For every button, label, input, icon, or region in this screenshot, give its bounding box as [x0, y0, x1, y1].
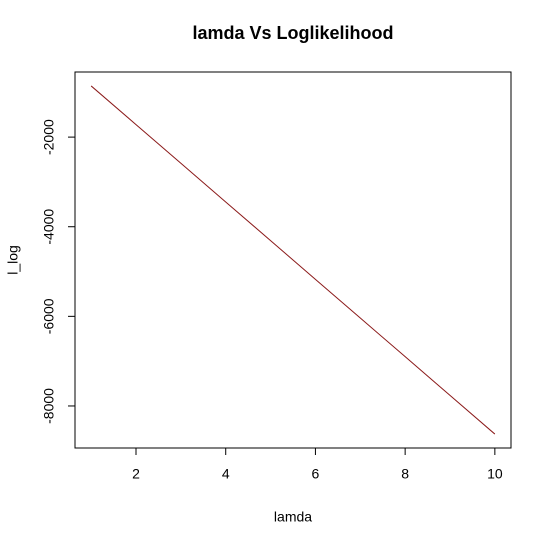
y-tick-label: -6000: [41, 298, 57, 334]
x-axis-label: lamda: [274, 509, 312, 525]
y-tick-label: -2000: [41, 119, 57, 155]
x-tick-label: 10: [487, 466, 503, 482]
x-tick-label: 6: [312, 466, 320, 482]
y-axis-label: l_log: [5, 245, 21, 275]
x-tick-label: 2: [132, 466, 140, 482]
x-tick-label: 8: [401, 466, 409, 482]
data-line: [90, 85, 496, 435]
y-tick-label: -4000: [41, 209, 57, 245]
chart-title: lamda Vs Loglikelihood: [192, 23, 393, 43]
y-tick-label: -8000: [41, 388, 57, 424]
x-tick-label: 4: [222, 466, 230, 482]
